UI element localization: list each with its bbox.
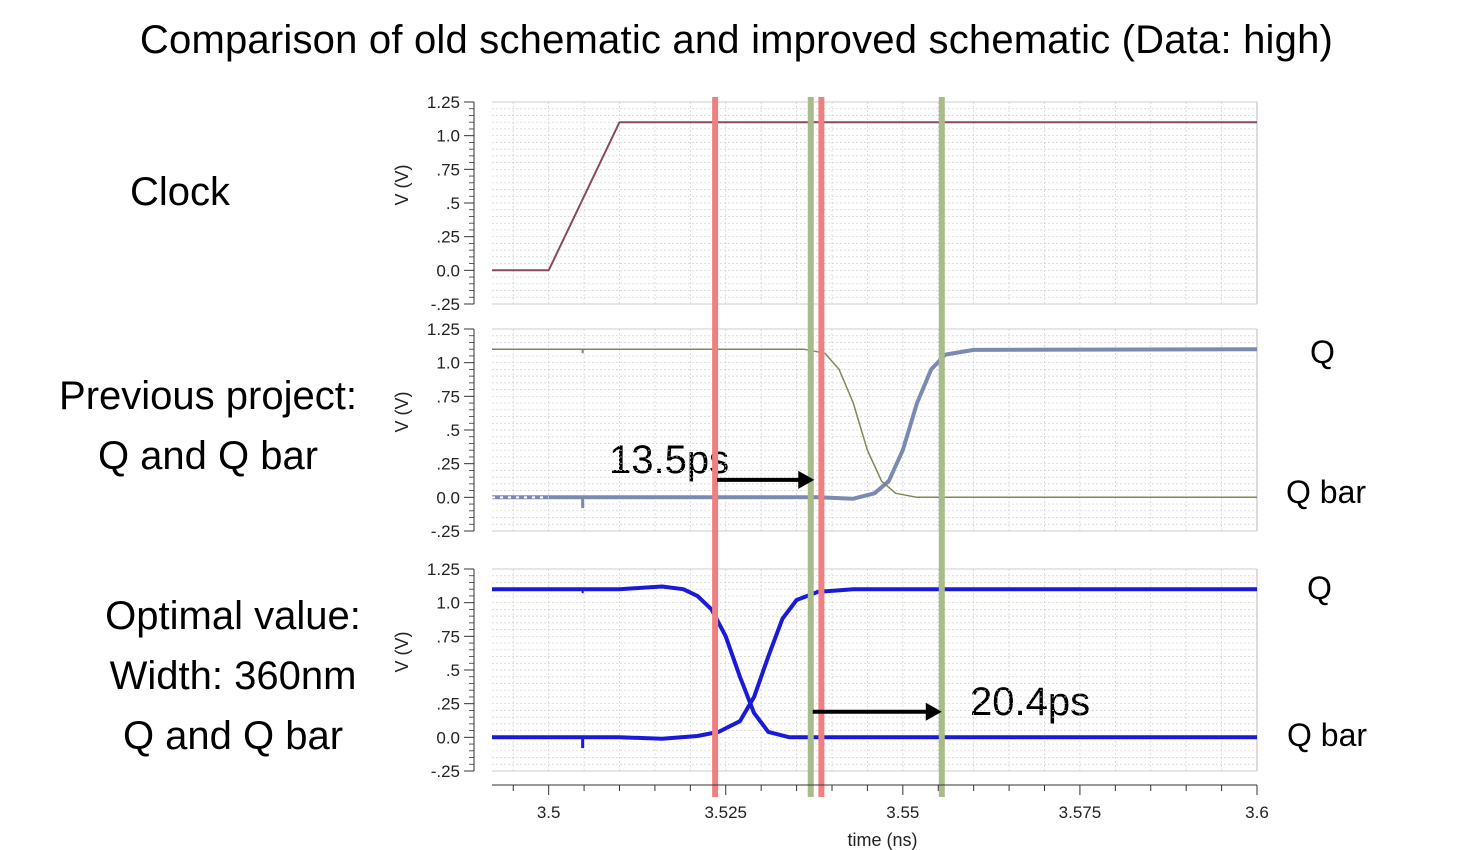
y-tick-label: -.25 bbox=[431, 295, 460, 314]
series-q-bar bbox=[492, 348, 1257, 499]
y-tick-label: .25 bbox=[436, 455, 460, 474]
slide-title: Comparison of old schematic and improved… bbox=[139, 18, 1334, 62]
series-q bbox=[492, 347, 1258, 501]
x-tick-label: 3.575 bbox=[1059, 803, 1102, 822]
y-tick-label: .75 bbox=[436, 160, 460, 179]
clock-panel-label: Clock bbox=[129, 170, 231, 214]
y-tick-label: 0.0 bbox=[436, 261, 460, 280]
y-tick-label: .5 bbox=[446, 194, 460, 213]
series-q bbox=[492, 587, 1257, 741]
optimal-label-line1: Optimal value: bbox=[105, 594, 361, 638]
optimal-label-line3: Q and Q bar bbox=[122, 714, 344, 758]
previous-label-line1: Previous project: bbox=[59, 374, 357, 418]
y-tick-label: .5 bbox=[446, 421, 460, 440]
optimal-label-line2: Width: 360nm bbox=[109, 654, 357, 698]
y-axis-title: V (V) bbox=[392, 391, 412, 432]
y-tick-label: .75 bbox=[436, 627, 460, 646]
x-tick-label: 3.55 bbox=[886, 803, 919, 822]
panel-3: 1.25 1.0 .75 .5 .25 0.0 -.25 V (V) bbox=[392, 560, 1258, 781]
y-tick-label: 0.0 bbox=[436, 488, 460, 507]
y-tick-label: .25 bbox=[436, 695, 460, 714]
x-axis-title: time (ns) bbox=[847, 830, 917, 850]
optimal-q-label: Q bbox=[1307, 570, 1332, 606]
x-axis: 3.5 3.525 3.55 3.575 3.6 time (ns) bbox=[492, 784, 1269, 850]
y-tick-label: .25 bbox=[436, 228, 460, 247]
panel-2: 1.25 1.0 .75 .5 .25 0.0 -.25 V (V) bbox=[392, 320, 1258, 541]
y-tick-label: -.25 bbox=[431, 522, 460, 541]
previous-qbar-label: Q bar bbox=[1286, 474, 1367, 510]
y-tick-label: .5 bbox=[446, 661, 460, 680]
y-tick-label: 1.25 bbox=[427, 320, 460, 339]
y-axis-title: V (V) bbox=[392, 164, 412, 205]
panel-1: 1.25 1.0 .75 .5 .25 0.0 -.25 V (V) bbox=[392, 93, 1258, 314]
optimal-panel-label: Optimal value: Width: 360nm Q and Q bar bbox=[60, 586, 406, 766]
optimal-delay-annotation: 20.4ps bbox=[970, 680, 1091, 724]
annotation-arrow-head bbox=[798, 470, 815, 489]
series-q-bar bbox=[492, 584, 1257, 740]
y-tick-label: 1.0 bbox=[436, 127, 460, 146]
previous-delay-annotation: 13.5ps bbox=[609, 438, 730, 482]
x-tick-label: 3.5 bbox=[537, 803, 561, 822]
previous-label-line2: Q and Q bar bbox=[97, 434, 319, 478]
previous-panel-label: Previous project: Q and Q bar bbox=[30, 366, 386, 486]
annotation-arrow-head bbox=[925, 702, 942, 721]
optimal-qbar-label: Q bar bbox=[1287, 717, 1368, 753]
y-tick-label: 1.0 bbox=[436, 354, 460, 373]
y-axis-title: V (V) bbox=[392, 631, 412, 672]
y-tick-label: 1.25 bbox=[427, 93, 460, 112]
y-tick-label: 0.0 bbox=[436, 728, 460, 747]
y-tick-label: .75 bbox=[436, 387, 460, 406]
y-tick-label: -.25 bbox=[431, 762, 460, 781]
y-tick-label: 1.25 bbox=[427, 560, 460, 579]
previous-q-label: Q bbox=[1310, 334, 1335, 370]
x-tick-label: 3.6 bbox=[1245, 803, 1269, 822]
x-tick-label: 3.525 bbox=[704, 803, 747, 822]
y-tick-label: 1.0 bbox=[436, 594, 460, 613]
series-clock bbox=[492, 121, 1257, 272]
